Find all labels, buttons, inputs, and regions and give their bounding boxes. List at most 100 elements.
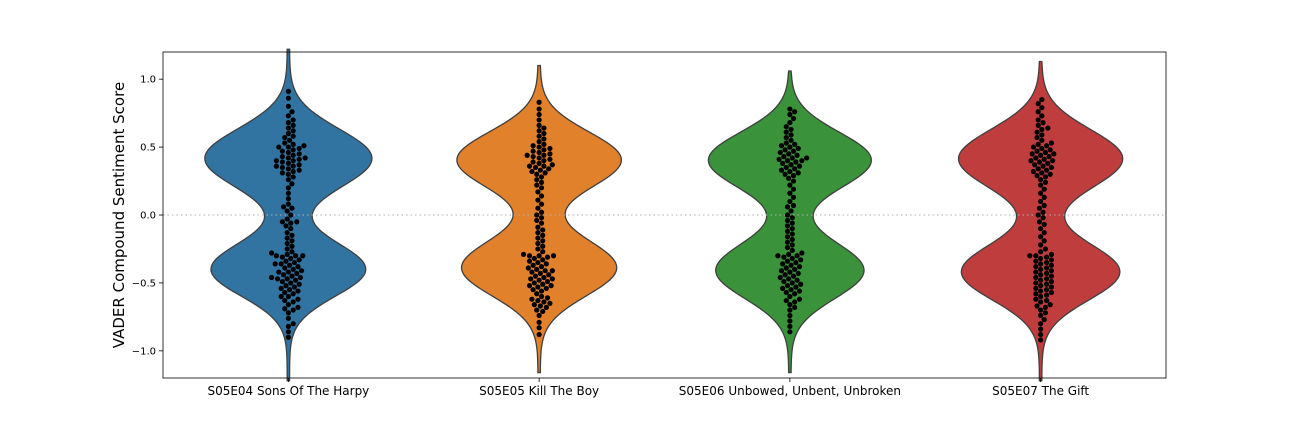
- swarm-point: [1038, 266, 1044, 272]
- swarm-point: [547, 151, 553, 157]
- swarm-point: [787, 293, 793, 300]
- swarm-point: [788, 162, 794, 168]
- swarm-point: [1040, 120, 1046, 126]
- swarm-point: [789, 220, 795, 226]
- swarm-point: [540, 238, 546, 244]
- swarm-point: [788, 137, 794, 143]
- swarm-point: [1034, 134, 1040, 141]
- swarm-point: [787, 190, 793, 196]
- swarm-point: [282, 265, 288, 271]
- swarm-point: [1033, 296, 1039, 302]
- swarm-point: [1038, 277, 1044, 283]
- swarm-point: [1034, 129, 1040, 135]
- swarm-point: [279, 159, 285, 165]
- swarm-point: [288, 255, 294, 262]
- swarm-point: [788, 132, 794, 138]
- swarm-point: [783, 124, 789, 130]
- swarm-point: [549, 162, 555, 168]
- swarm-point: [792, 304, 798, 310]
- swarm-point: [279, 148, 285, 154]
- swarm-point: [284, 276, 290, 282]
- swarm-point: [544, 295, 551, 301]
- swarm-point: [538, 215, 545, 221]
- swarm-point: [534, 266, 540, 272]
- swarm-point: [1038, 321, 1044, 327]
- swarm-group: [520, 99, 557, 338]
- swarm-point: [531, 302, 537, 308]
- swarm-point: [283, 223, 289, 229]
- swarm-point: [1042, 304, 1049, 310]
- swarm-point: [1033, 258, 1039, 264]
- swarm-point: [530, 159, 536, 165]
- swarm-point: [547, 145, 553, 152]
- y-axis-title: VADER Compound Sentiment Score: [110, 82, 128, 348]
- swarm-point: [780, 261, 786, 267]
- swarm-point: [285, 103, 291, 109]
- swarm-point: [788, 262, 794, 268]
- y-tick-label: 1.0: [140, 75, 156, 86]
- swarm-point: [1047, 171, 1053, 177]
- swarm-point: [534, 177, 540, 183]
- swarm-point: [1041, 238, 1047, 244]
- swarm-point: [285, 315, 291, 321]
- swarm-point: [1041, 221, 1047, 228]
- swarm-point: [548, 283, 554, 289]
- swarm-point: [1042, 149, 1049, 156]
- swarm-point: [1039, 170, 1045, 176]
- swarm-point: [1044, 259, 1050, 266]
- swarm-point: [1036, 159, 1043, 165]
- swarm-point: [290, 174, 296, 180]
- swarm-point: [536, 160, 542, 166]
- swarm-point: [526, 283, 533, 289]
- swarm-point: [284, 246, 290, 252]
- swarm-point: [285, 185, 291, 191]
- swarm-point: [1046, 153, 1052, 160]
- swarm-point: [541, 147, 547, 153]
- swarm-point: [1038, 255, 1044, 262]
- swarm-point: [540, 257, 546, 263]
- swarm-point: [534, 217, 540, 224]
- swarm-point: [794, 253, 800, 259]
- swarm-point: [799, 250, 805, 256]
- x-axis: S05E04 Sons Of The Harpy S05E05 Kill The …: [207, 378, 1089, 398]
- swarm-point: [538, 209, 545, 215]
- swarm-point: [534, 171, 540, 177]
- swarm-point: [535, 224, 541, 230]
- x-tick-label: S05E07 The Gift: [992, 384, 1089, 398]
- swarm-point: [295, 304, 301, 310]
- swarm-point: [787, 106, 793, 112]
- swarm-point: [536, 277, 542, 283]
- swarm-point: [789, 255, 795, 262]
- swarm-point: [1038, 293, 1044, 300]
- swarm-point: [285, 113, 291, 119]
- swarm-point: [794, 277, 800, 283]
- swarm-point: [1044, 167, 1050, 173]
- swarm-point: [784, 283, 791, 289]
- swarm-point: [796, 288, 803, 294]
- swarm-point: [1035, 141, 1041, 147]
- swarm-point: [1048, 262, 1055, 268]
- swarm-group: [268, 88, 308, 340]
- swarm-point: [1030, 144, 1037, 150]
- swarm-point: [795, 270, 801, 277]
- swarm-point: [1044, 276, 1050, 282]
- swarm-point: [542, 170, 548, 176]
- swarm-point: [1035, 166, 1041, 172]
- swarm-point: [547, 300, 553, 306]
- swarm-point: [1034, 148, 1040, 154]
- swarm-point: [793, 259, 799, 266]
- swarm-point: [290, 141, 296, 147]
- swarm-point: [541, 130, 547, 137]
- violins-layer: [204, 48, 1124, 382]
- swarm-point: [295, 296, 301, 302]
- swarm-point: [525, 265, 531, 271]
- swarm-point: [549, 268, 555, 274]
- swarm-point: [541, 152, 547, 158]
- swarm-point: [783, 289, 789, 296]
- swarm-point: [530, 143, 536, 149]
- swarm-points-layer: [268, 88, 1057, 343]
- swarm-point: [274, 276, 281, 282]
- swarm-point: [1038, 326, 1044, 332]
- swarm-point: [285, 171, 291, 177]
- swarm-point: [285, 302, 291, 308]
